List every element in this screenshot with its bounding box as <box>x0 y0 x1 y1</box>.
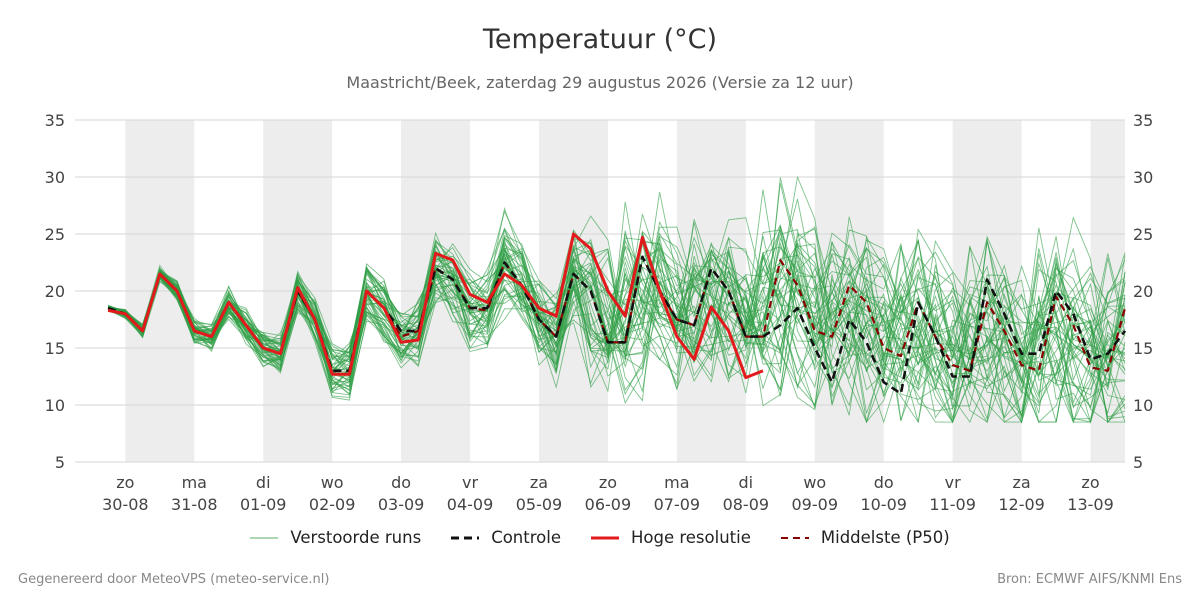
x-tick-day: zo <box>1081 473 1099 492</box>
x-tick-date: 03-09 <box>378 495 425 514</box>
perturbed-run-line <box>107 239 1126 391</box>
legend-item-control: Controle <box>451 528 561 547</box>
legend-item-high-res: Hoge resolutie <box>590 528 751 547</box>
perturbed-run-line <box>107 267 1126 419</box>
y-tick-label-left: 5 <box>55 453 65 472</box>
x-tick-date: 07-09 <box>654 495 701 514</box>
x-tick-date: 02-09 <box>309 495 356 514</box>
x-tick-day: za <box>1012 473 1030 492</box>
legend-item-perturbed: Verstoorde runs <box>250 528 421 547</box>
footer-source: Bron: ECMWF AIFS/KNMI Ens <box>997 572 1182 587</box>
y-tick-label-left: 15 <box>45 339 65 358</box>
x-tick-day: vr <box>462 473 478 492</box>
y-tick-label-left: 35 <box>45 111 65 130</box>
x-tick-day: do <box>391 473 411 492</box>
x-tick-date: 13-09 <box>1067 495 1114 514</box>
perturbed-run-line <box>107 177 1126 391</box>
legend-label-high-res: Hoge resolutie <box>630 528 751 547</box>
y-tick-label-right: 20 <box>1133 282 1153 301</box>
x-tick-day: di <box>256 473 271 492</box>
x-tick-date: 10-09 <box>860 495 907 514</box>
y-tick-label-right: 35 <box>1133 111 1153 130</box>
legend: Verstoorde runs Controle Hoge resolutie … <box>0 528 1200 547</box>
perturbed-run-line <box>107 201 1126 409</box>
high-res-line <box>107 232 764 380</box>
perturbed-run-line <box>108 230 1126 385</box>
x-tick-date: 06-09 <box>585 495 632 514</box>
perturbed-run-line <box>107 241 1126 366</box>
perturbed-run-line <box>108 243 1126 424</box>
legend-swatch-median <box>780 536 809 539</box>
x-tick-date: 31-08 <box>171 495 218 514</box>
chart-title: Temperatuur (°C) <box>482 24 718 55</box>
x-tick-day: wo <box>803 473 826 492</box>
x-tick-day: ma <box>182 473 207 492</box>
x-tick-date: 01-09 <box>240 495 287 514</box>
y-tick-label-right: 30 <box>1133 168 1153 187</box>
x-tick-date: 09-09 <box>792 495 839 514</box>
x-tick-date: 30-08 <box>102 495 149 514</box>
x-tick-day: za <box>530 473 548 492</box>
legend-label-median: Middelste (P50) <box>820 528 950 547</box>
perturbed-run-line <box>108 268 1125 424</box>
legend-item-median: Middelste (P50) <box>780 528 950 547</box>
perturbed-run-line <box>107 274 1126 423</box>
y-tick-label-right: 25 <box>1133 225 1153 244</box>
x-tick-date: 11-09 <box>929 495 976 514</box>
legend-swatch-high-res <box>590 536 619 539</box>
chart-subtitle: Maastricht/Beek, zaterdag 29 augustus 20… <box>346 73 854 92</box>
y-tick-label-left: 10 <box>45 396 65 415</box>
x-tick-date: 04-09 <box>447 495 494 514</box>
x-tick-day: do <box>874 473 894 492</box>
control-line <box>107 255 1127 395</box>
perturbed-run-line <box>108 219 1126 401</box>
y-tick-label-left: 25 <box>45 225 65 244</box>
x-tick-day: vr <box>945 473 961 492</box>
perturbed-run-line <box>107 237 1126 424</box>
y-tick-label-left: 20 <box>45 282 65 301</box>
x-tick-date: 12-09 <box>998 495 1045 514</box>
y-tick-label-right: 10 <box>1133 396 1153 415</box>
y-tick-label-left: 30 <box>45 168 65 187</box>
x-tick-date: 08-09 <box>723 495 770 514</box>
legend-label-perturbed: Verstoorde runs <box>290 528 422 547</box>
x-tick-day: ma <box>664 473 689 492</box>
legend-swatch-perturbed <box>250 537 279 538</box>
legend-label-control: Controle <box>491 528 561 547</box>
y-tick-label-right: 5 <box>1133 453 1143 472</box>
x-tick-day: di <box>739 473 754 492</box>
x-tick-day: zo <box>116 473 134 492</box>
footer-generator: Gegenereerd door MeteoVPS (meteo-service… <box>18 572 330 587</box>
legend-swatch-control <box>451 536 480 539</box>
median-line <box>107 255 1127 372</box>
x-tick-day: zo <box>599 473 617 492</box>
perturbed-run-line <box>107 272 1126 420</box>
x-tick-day: wo <box>321 473 344 492</box>
y-tick-label-right: 15 <box>1133 339 1153 358</box>
x-tick-date: 05-09 <box>516 495 563 514</box>
